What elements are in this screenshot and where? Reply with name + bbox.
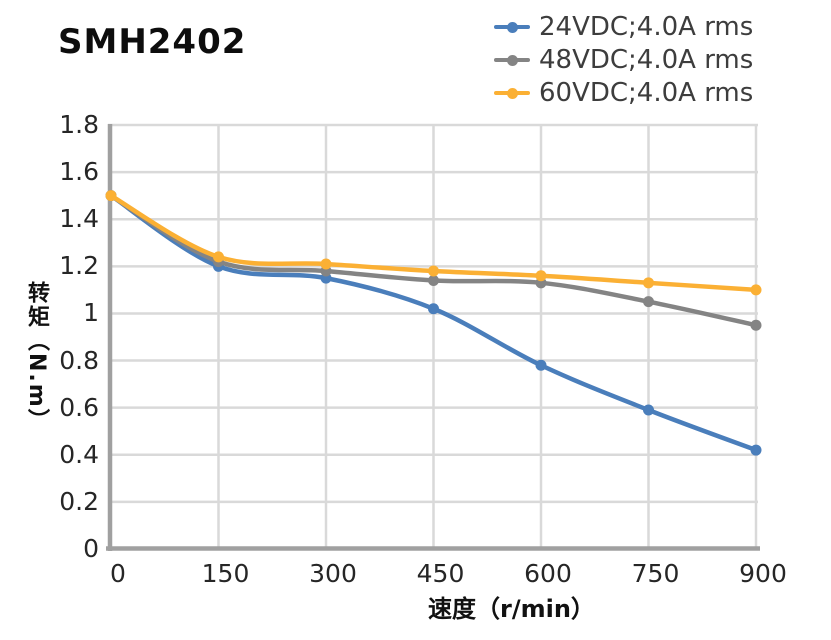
x-tick-label: 450 (416, 559, 465, 588)
y-tick-label: 1 (83, 298, 99, 328)
y-tick-label: 0.4 (59, 439, 99, 469)
legend-marker-icon (494, 87, 530, 99)
legend-dot-icon (507, 87, 518, 99)
legend-label: 48VDC;4.0A rms (539, 44, 754, 75)
x-tick-label: 300 (309, 559, 357, 588)
y-tick-label: 0.2 (59, 487, 99, 517)
x-tick-label: 750 (631, 559, 680, 588)
legend-marker-icon (494, 21, 530, 33)
data-point-marker (428, 303, 439, 315)
y-tick-label: 1.2 (59, 251, 99, 281)
legend-label: 24VDC;4.0A rms (539, 11, 754, 42)
x-tick-label: 600 (524, 559, 572, 588)
x-tick-label: 150 (201, 559, 250, 588)
data-point-marker (105, 190, 117, 202)
y-tick-label: 1.8 (59, 109, 99, 139)
data-point-marker (750, 284, 762, 296)
data-point-marker (428, 265, 439, 277)
x-tick-label: 900 (739, 559, 787, 588)
data-point-marker (320, 258, 332, 270)
y-tick-label: 0.8 (59, 345, 99, 375)
legend-dot-icon (507, 54, 518, 66)
data-point-marker (643, 296, 654, 308)
legend-label: 60VDC;4.0A rms (539, 77, 754, 108)
y-tick-label: 1.4 (59, 203, 99, 233)
data-point-marker (535, 270, 547, 282)
x-tick-label: 0 (110, 559, 126, 588)
chart-title: SMH2402 (58, 22, 247, 62)
legend: 24VDC;4.0A rms 48VDC;4.0A rms 60VDC;4.0A r… (494, 10, 753, 109)
data-point-marker (213, 251, 224, 263)
legend-item: 24VDC;4.0A rms (494, 10, 753, 43)
y-tick-label: 0 (83, 534, 99, 564)
y-tick-label: 0.6 (59, 392, 99, 422)
legend-marker-icon (494, 54, 530, 66)
data-point-marker (643, 404, 654, 416)
data-point-marker (428, 274, 439, 286)
legend-item: 48VDC;4.0A rms (494, 43, 753, 76)
y-axis-title: 转矩（N.m） (24, 281, 49, 433)
data-point-marker (750, 444, 762, 456)
data-point-marker (643, 277, 654, 289)
legend-item: 60VDC;4.0A rms (494, 76, 753, 109)
x-axis-title: 速度（r/min） (428, 595, 595, 623)
data-point-marker (750, 319, 762, 331)
y-tick-label: 1.6 (59, 156, 99, 186)
legend-dot-icon (507, 21, 518, 33)
data-point-marker (535, 359, 547, 371)
plot-area (105, 123, 762, 551)
